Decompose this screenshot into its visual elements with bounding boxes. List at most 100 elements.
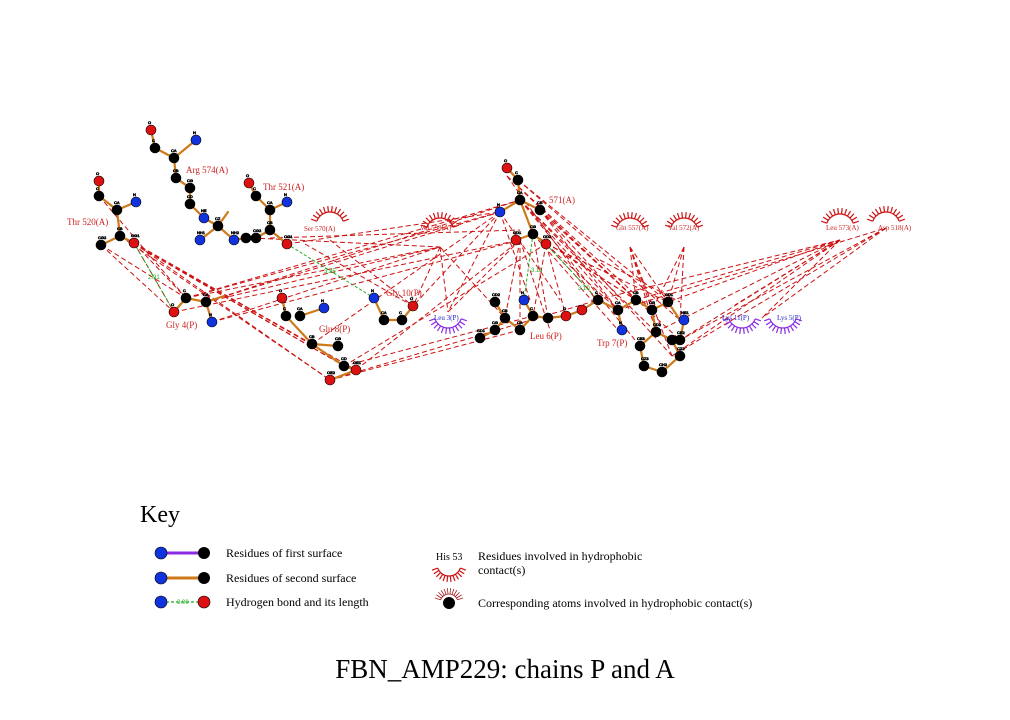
atom-label: CA — [517, 320, 523, 325]
atom-carbon — [592, 294, 604, 306]
hydrophobic-arc-leu3 — [429, 318, 467, 334]
atom-carbon — [638, 360, 650, 372]
atom-nitrogen — [368, 292, 380, 304]
atom-carbon — [280, 310, 292, 322]
atom-carbon — [212, 220, 224, 232]
label-gly4: Gly 4(P) — [166, 320, 197, 330]
atom-label: N — [321, 298, 324, 303]
atom-carbon — [184, 198, 196, 210]
atom-label: CB — [309, 334, 315, 339]
key-hbond-length: 3.00 — [177, 600, 189, 606]
atom-label: CH2 — [659, 362, 668, 367]
atom-label: CA — [114, 200, 120, 205]
atom-label: N — [371, 288, 374, 293]
atom-carbon — [534, 204, 546, 216]
atom-label: N — [497, 202, 500, 207]
atom-oxygen — [510, 234, 522, 246]
atom-label: CA — [381, 310, 387, 315]
atom-label: CG — [649, 300, 655, 305]
atom-label: NH1 — [197, 230, 206, 235]
atom-label: OD1 — [513, 230, 522, 235]
atom-nitrogen — [318, 302, 330, 314]
atom-label: CB — [117, 226, 123, 231]
atom-label: CA — [615, 300, 621, 305]
atom-label: CD2 — [653, 322, 662, 327]
atom-label: CD2 — [492, 292, 501, 297]
atom-carbon — [542, 312, 554, 324]
hydrophobic-contact-lines — [98, 175, 887, 381]
atom-oxygen — [501, 162, 513, 174]
atom-oxygen — [560, 310, 572, 322]
atom-carbon — [168, 152, 180, 164]
key-first-surface-sample — [154, 546, 210, 560]
key-second-surface-label: Residues of second surface — [226, 571, 357, 585]
atom-carbon — [527, 228, 539, 240]
atom-oxygen — [540, 238, 552, 250]
atom-label: CD1 — [665, 292, 674, 297]
atom-carbon — [630, 294, 642, 306]
atom-carbon — [656, 366, 668, 378]
hydrophobic-arc-val572 — [665, 212, 703, 228]
label-arg574: Arg 574(A) — [186, 165, 228, 175]
atom-nitrogen — [494, 206, 506, 218]
atom-carbon — [114, 230, 126, 242]
label-gly10: Gly 10(P) — [386, 288, 422, 298]
atom-carbon — [149, 142, 161, 154]
hydrophobic-residue-arcs — [311, 206, 905, 334]
atom-label: CE2 — [677, 330, 686, 335]
label-gln557: Gln 557(A) — [616, 224, 649, 232]
atom-label: C — [183, 288, 186, 293]
atom-label: CG — [187, 178, 193, 183]
atom-oxygen — [350, 364, 362, 376]
atom-label: CD1 — [477, 328, 486, 333]
label-lys5: Lys 5(P) — [777, 314, 802, 322]
atom-label: CZ2 — [677, 346, 685, 351]
label-leu573: Leu 573(A) — [826, 224, 860, 232]
key-hydrophobic-atom-sample — [434, 588, 464, 609]
atom-oxygen — [407, 300, 419, 312]
atom-carbon — [499, 312, 511, 324]
hydrophobic-arc-leu573 — [821, 208, 859, 224]
atom-carbon — [612, 304, 624, 316]
key-hydrophobic-arc — [431, 567, 467, 582]
atom-nitrogen — [281, 196, 293, 208]
atom-label: CD — [187, 194, 193, 199]
label-val572: Val 572(A) — [668, 224, 700, 232]
label-leu6: Leu 6(P) — [530, 331, 562, 341]
atom-nitrogen — [228, 234, 240, 246]
atom-label: C — [595, 290, 598, 295]
label-val558: Val 558(A) — [420, 224, 452, 232]
label-thr521: Thr 521(A) — [263, 182, 304, 192]
atom-label: C — [283, 306, 286, 311]
key-hydrophobic-atoms-label: Corresponding atoms involved in hydropho… — [478, 596, 753, 610]
atom-carbon — [634, 340, 646, 352]
hbond-distance-4: 3.10 — [578, 286, 590, 292]
atom-carbon — [184, 182, 196, 194]
atom-label: OG1 — [131, 233, 140, 238]
atom-label: NE — [201, 208, 207, 213]
hbond-distance-3: 3.11 — [531, 268, 543, 274]
atom-carbon — [332, 340, 344, 352]
atom-carbon — [474, 332, 486, 344]
hbond-distance-2: 3.25 — [324, 269, 336, 275]
key-hydrophobic-residue-sample: His 53 — [431, 552, 467, 582]
atom-label: CA — [267, 200, 273, 205]
atom-label: OG1 — [284, 234, 293, 239]
atom-label: C — [399, 310, 402, 315]
key-title: Key — [140, 502, 180, 528]
atom-carbon — [514, 324, 526, 336]
key-second-surface-sample — [154, 571, 210, 585]
atom-oxygen — [93, 175, 105, 187]
atom-carbon — [264, 204, 276, 216]
hydrophobic-arc-lys11 — [723, 318, 761, 334]
label-thr520: Thr 520(A) — [67, 217, 108, 227]
atom-nitrogen — [518, 294, 530, 306]
atom-label: C — [530, 306, 533, 311]
atom-nitrogen — [206, 316, 218, 328]
atom-label: CB — [502, 308, 508, 313]
atom-carbon — [512, 174, 524, 186]
atom-oxygen — [168, 306, 180, 318]
atom-label: OE2 — [327, 370, 336, 375]
atom-carbon — [180, 292, 192, 304]
label-lys11: Lys 11(P) — [722, 314, 750, 322]
